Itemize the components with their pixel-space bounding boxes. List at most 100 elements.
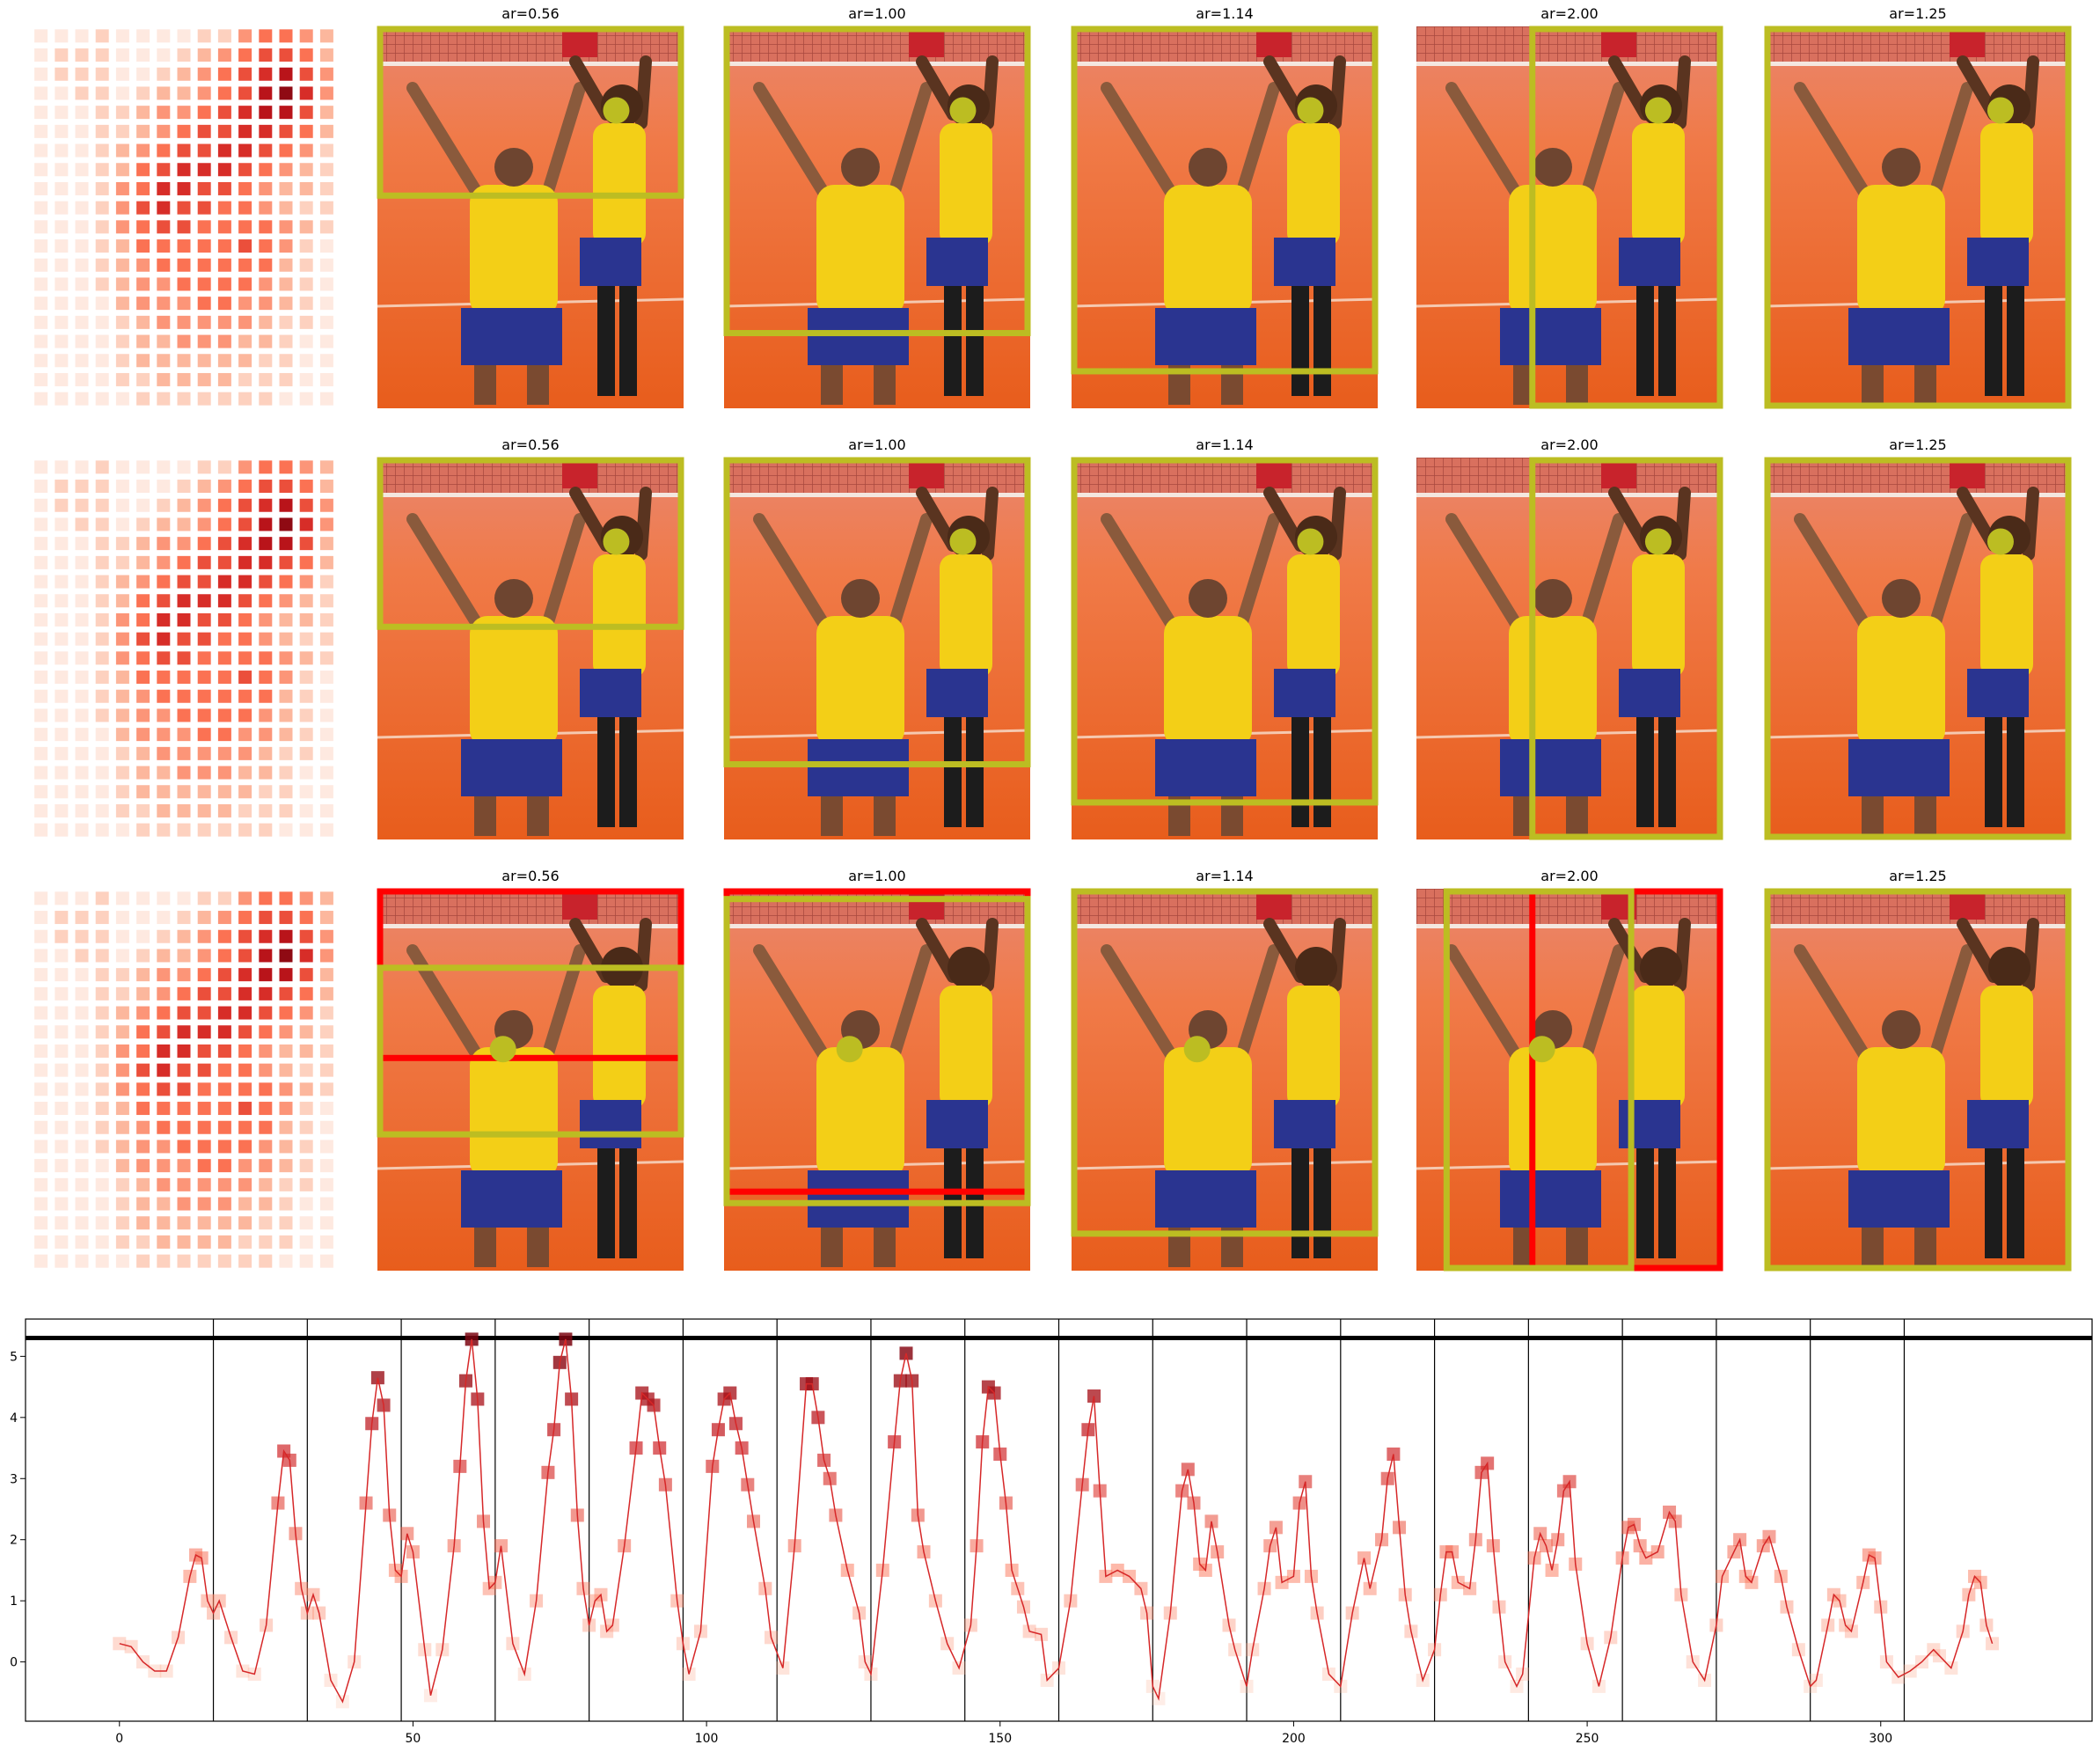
heatmap-cell bbox=[95, 460, 109, 474]
heatmap-cell bbox=[177, 67, 191, 81]
heatmap-cell bbox=[177, 911, 191, 925]
heatmap-cell bbox=[55, 1006, 69, 1020]
heatmap-cell bbox=[299, 968, 313, 982]
heatmap-cell bbox=[197, 29, 211, 43]
heatmap-cell bbox=[299, 671, 313, 685]
heatmap-cell bbox=[115, 258, 129, 272]
heatmap-cell bbox=[319, 29, 333, 43]
heatmap-cell bbox=[95, 315, 109, 329]
focus-point bbox=[1297, 97, 1324, 124]
heatmap-cell bbox=[157, 181, 171, 195]
heatmap-cell bbox=[157, 143, 171, 158]
heatmap-cell bbox=[34, 612, 48, 627]
heatmap-cell bbox=[238, 803, 252, 817]
heatmap-cell bbox=[115, 766, 129, 780]
heatmap-cell bbox=[197, 1006, 211, 1020]
heatmap-cell bbox=[115, 708, 129, 722]
heatmap-cell bbox=[75, 1102, 89, 1116]
heatmap-cell bbox=[115, 239, 129, 253]
heatmap-cell bbox=[136, 1025, 150, 1039]
heatmap-cell bbox=[299, 354, 313, 368]
heatmap-cell bbox=[217, 354, 231, 368]
heatmap-cell bbox=[177, 986, 191, 1001]
heatmap-cell bbox=[217, 460, 231, 474]
heatmap-cell bbox=[115, 785, 129, 799]
heatmap-cell bbox=[217, 277, 231, 291]
heatmap-cell bbox=[279, 537, 293, 551]
heatmap-cell bbox=[197, 1140, 211, 1154]
heatmap-cell bbox=[75, 537, 89, 551]
heatmap-cell bbox=[197, 201, 211, 215]
heatmap-cell bbox=[75, 1063, 89, 1077]
heatmap-cell bbox=[34, 480, 48, 494]
heatmap-cell bbox=[299, 708, 313, 722]
heatmap-cell bbox=[279, 1025, 293, 1039]
heatmap-cell bbox=[238, 86, 252, 100]
heatmap-cell bbox=[177, 823, 191, 837]
heatmap-cell bbox=[259, 1025, 273, 1039]
heatmap-cell bbox=[115, 575, 129, 589]
heatmap-cell bbox=[95, 124, 109, 138]
heatmap-cell bbox=[279, 29, 293, 43]
heatmap-cell bbox=[75, 1197, 89, 1211]
crop-box bbox=[1764, 26, 2072, 409]
heatmap-cell bbox=[95, 986, 109, 1001]
heatmap-cell bbox=[177, 517, 191, 531]
heatmap-cell bbox=[75, 258, 89, 272]
heatmap-cell bbox=[34, 258, 48, 272]
heatmap-cell bbox=[319, 372, 333, 386]
heatmap-cell bbox=[299, 537, 313, 551]
heatmap-cell bbox=[217, 986, 231, 1001]
heatmap-cell bbox=[238, 1044, 252, 1058]
heatmap-cell bbox=[136, 1197, 150, 1211]
heatmap-cell bbox=[299, 163, 313, 177]
heatmap-cell bbox=[177, 632, 191, 646]
heatmap-cell bbox=[75, 728, 89, 742]
heatmap-cell bbox=[177, 1082, 191, 1096]
heatmap-cell bbox=[259, 555, 273, 569]
heatmap-cell bbox=[238, 1120, 252, 1134]
heatmap-cell bbox=[319, 823, 333, 837]
heatmap-cell bbox=[279, 766, 293, 780]
heatmap-cell bbox=[115, 803, 129, 817]
heatmap-cell bbox=[197, 968, 211, 982]
heatmap-cell bbox=[299, 746, 313, 760]
heatmap-cell bbox=[217, 498, 231, 512]
heatmap-cell bbox=[75, 29, 89, 43]
heatmap-cell bbox=[34, 949, 48, 963]
heatmap-cell bbox=[197, 708, 211, 722]
heatmap-cell bbox=[115, 746, 129, 760]
heatmap-cell bbox=[319, 143, 333, 158]
heatmap-cell bbox=[299, 728, 313, 742]
heatmap-cell bbox=[279, 594, 293, 608]
heatmap-cell bbox=[177, 143, 191, 158]
photo bbox=[377, 26, 684, 408]
heatmap-cell bbox=[197, 632, 211, 646]
heatmap-cell bbox=[115, 334, 129, 348]
heatmap-cell bbox=[299, 929, 313, 943]
heatmap-cell bbox=[319, 220, 333, 234]
heatmap-cell bbox=[55, 803, 69, 817]
heatmap-cell bbox=[157, 297, 171, 311]
heatmap-cell bbox=[95, 277, 109, 291]
focus-point bbox=[603, 97, 630, 124]
heatmap-cell bbox=[177, 1159, 191, 1173]
heatmap-cell bbox=[55, 392, 69, 406]
heatmap-cell bbox=[34, 106, 48, 120]
heatmap-cell bbox=[299, 1102, 313, 1116]
heatmap-cell bbox=[34, 1063, 48, 1077]
crop-box bbox=[377, 457, 684, 630]
heatmap-cell bbox=[75, 1006, 89, 1020]
heatmap-cell bbox=[197, 929, 211, 943]
heatmap-cell bbox=[299, 143, 313, 158]
heatmap-cell bbox=[75, 746, 89, 760]
heatmap-cell bbox=[217, 220, 231, 234]
heatmap-cell bbox=[299, 517, 313, 531]
heatmap-cell bbox=[259, 708, 273, 722]
heatmap-cell bbox=[197, 612, 211, 627]
heatmap-cell bbox=[238, 537, 252, 551]
heatmap-cell bbox=[217, 708, 231, 722]
heatmap-cell bbox=[75, 1177, 89, 1191]
heatmap-cell bbox=[259, 220, 273, 234]
